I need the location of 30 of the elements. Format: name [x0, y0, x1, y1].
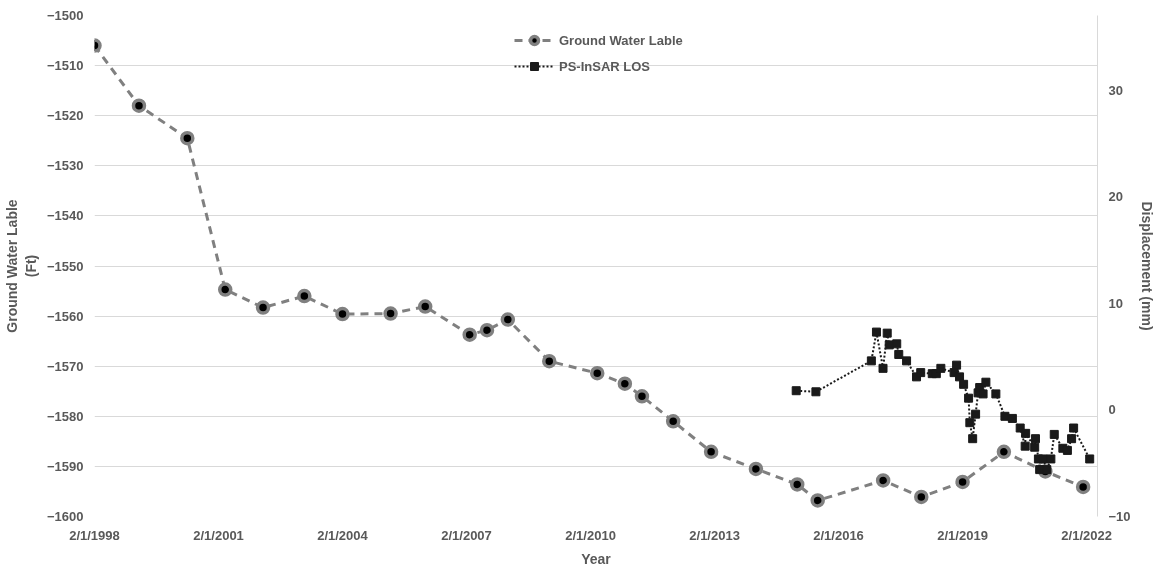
y2-tick-label: 10: [1108, 295, 1123, 311]
x-tick-label: 2/1/2001: [193, 527, 244, 543]
y-tick-label: −1520: [46, 108, 84, 124]
y-tick-label: −1580: [46, 408, 84, 424]
x-tick-label: 2/1/2019: [937, 527, 988, 543]
x-tick-label: 2/1/2013: [689, 527, 740, 543]
y2-tick-label: −10: [1108, 509, 1131, 524]
y-tick-label: −1540: [46, 208, 84, 224]
y-tick-label: −1500: [46, 8, 84, 23]
y-tick-label: −1590: [46, 458, 84, 474]
y-tick-label: −1530: [46, 158, 84, 174]
y-tick-label: −1560: [46, 308, 84, 324]
legend-label: PS-InSAR LOS: [559, 58, 651, 74]
x-tick-label: 2/1/2010: [565, 527, 616, 543]
y-tick-label: −1550: [46, 258, 84, 274]
y-tick-label: −1570: [46, 358, 84, 374]
x-tick-label: 2/1/2016: [813, 527, 864, 543]
legend-label: Ground Water Lable: [559, 32, 683, 48]
y2-tick-label: 0: [1108, 402, 1116, 418]
x-tick-label: 2/1/2004: [317, 527, 369, 543]
x-tick-label: 2/1/2007: [441, 527, 492, 543]
y-tick-label: −1510: [46, 58, 84, 74]
y2-tick-label: 30: [1108, 82, 1123, 98]
y2-tick-label: 20: [1108, 189, 1123, 205]
y2-axis-title: Displacement (mm): [1138, 201, 1155, 331]
x-tick-label: 2/1/2022: [1061, 527, 1112, 543]
x-tick-label: 2/1/1998: [69, 527, 120, 543]
x-axis-title: Year: [581, 550, 612, 567]
y-axis-title: Ground Water Lable (Ft): [3, 199, 39, 333]
y-tick-label: −1600: [46, 509, 84, 524]
